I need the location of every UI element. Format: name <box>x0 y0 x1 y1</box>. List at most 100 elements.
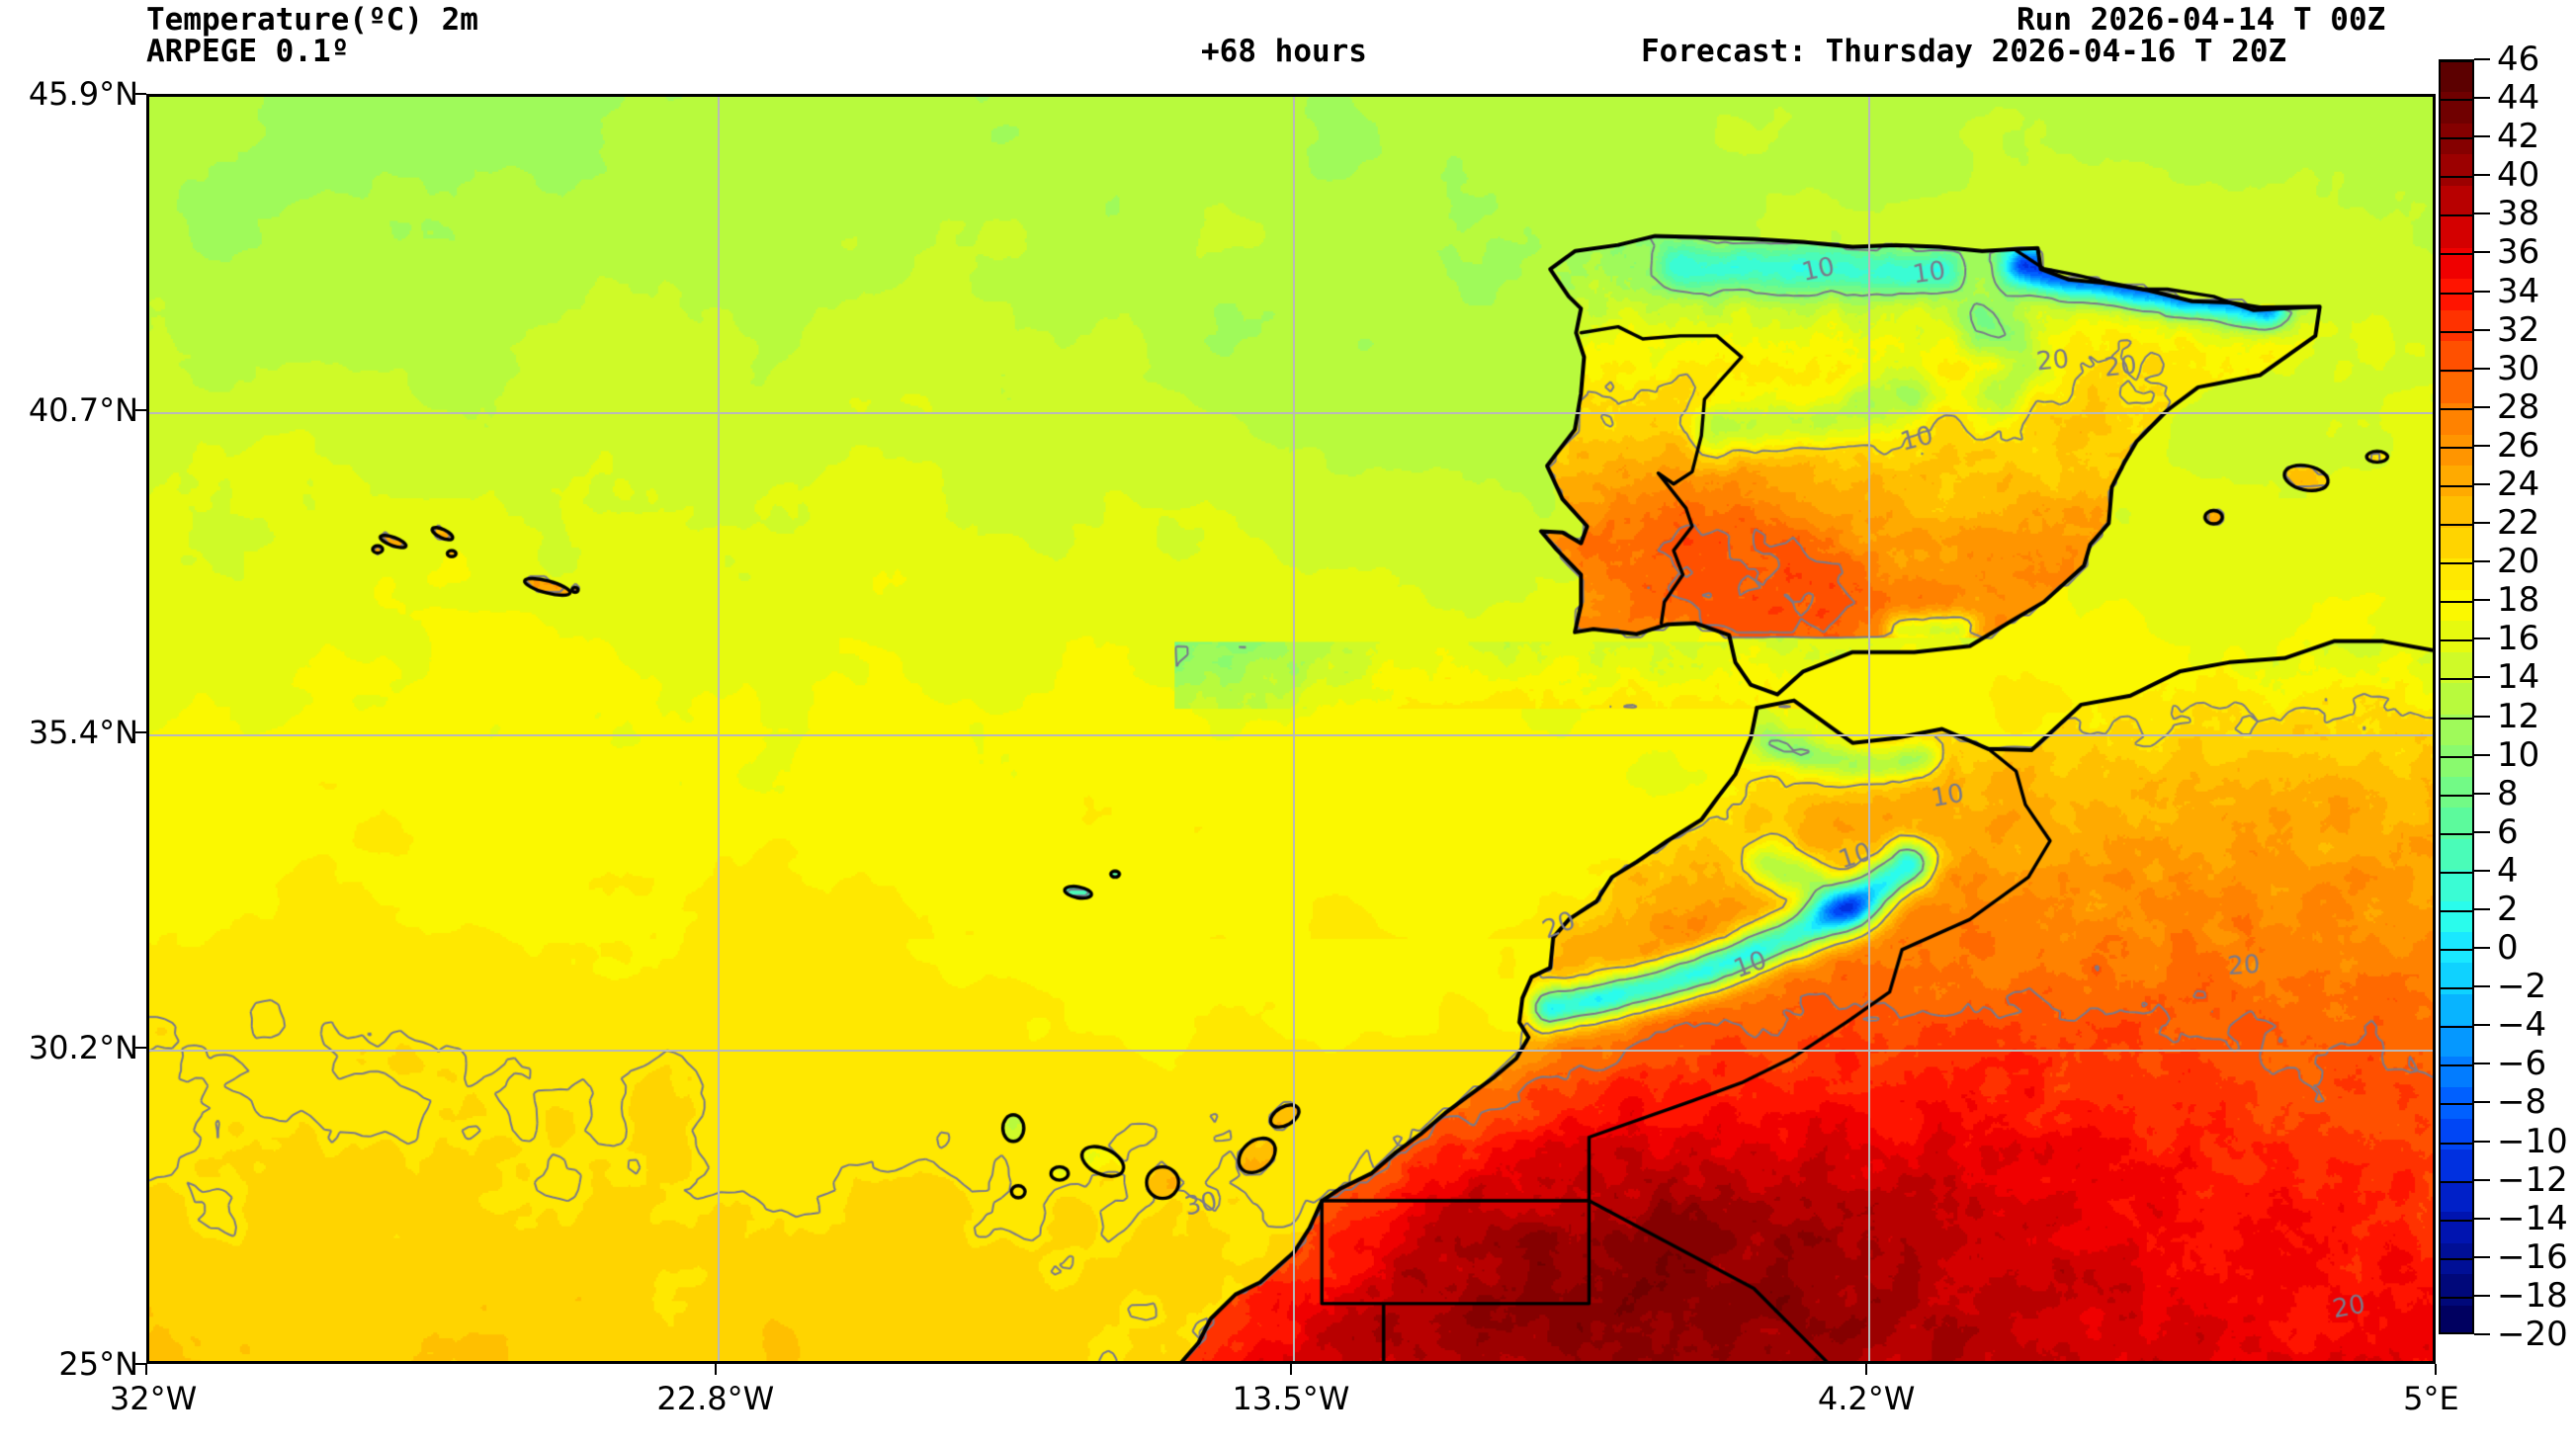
colorbar-tick <box>2474 1294 2490 1297</box>
colorbar-rule <box>2441 1257 2472 1260</box>
colorbar-tick-label: 32 <box>2497 309 2540 350</box>
colorbar-segment <box>2441 247 2472 280</box>
colorbar-tick <box>2474 483 2490 485</box>
x-axis-label: 5°E <box>2403 1380 2459 1417</box>
colorbar-tick-label: 30 <box>2497 348 2540 388</box>
colorbar-rule <box>2441 176 2472 179</box>
model-label: ARPEGE 0.1º <box>146 34 350 69</box>
y-axis-label: 30.2°N <box>28 1029 138 1067</box>
colorbar-tick <box>2474 599 2490 602</box>
colorbar-rule <box>2441 99 2472 102</box>
colorbar-tick <box>2474 792 2490 795</box>
colorbar-segment <box>2441 870 2472 902</box>
colorbar-segment <box>2441 931 2472 965</box>
colorbar-tick <box>2474 638 2490 640</box>
colorbar-tick-label: 24 <box>2497 465 2540 504</box>
y-axis-tick <box>135 730 146 733</box>
temperature-field-canvas <box>149 97 2433 1361</box>
colorbar-tick <box>2474 1255 2490 1258</box>
colorbar-segment <box>2441 527 2472 559</box>
colorbar-rule <box>2441 871 2472 874</box>
gridline-vertical <box>717 97 720 1361</box>
colorbar-segment <box>2441 993 2472 1026</box>
colorbar-rule <box>2441 253 2472 256</box>
colorbar-tick-label: 8 <box>2497 773 2519 813</box>
colorbar-tick <box>2474 405 2490 408</box>
colorbar-rule <box>2441 755 2472 758</box>
colorbar-tick-label: 44 <box>2497 78 2540 119</box>
colorbar-rule <box>2441 292 2472 295</box>
y-axis-tick <box>135 1363 146 1365</box>
gridline-vertical <box>1293 97 1295 1361</box>
map-plot-area[interactable] <box>146 94 2436 1364</box>
colorbar-segment <box>2441 838 2472 871</box>
colorbar-rule <box>2441 137 2472 140</box>
y-axis-tick <box>135 1047 146 1050</box>
colorbar-rule <box>2441 1064 2472 1067</box>
colorbar-segment <box>2441 279 2472 311</box>
colorbar-tick <box>2474 560 2490 563</box>
colorbar-tick <box>2474 367 2490 370</box>
colorbar-segment <box>2441 434 2472 467</box>
colorbar-tick <box>2474 1101 2490 1104</box>
colorbar-rule <box>2441 1103 2472 1106</box>
colorbar-tick-label: −18 <box>2497 1275 2568 1316</box>
colorbar-segment <box>2441 496 2472 529</box>
colorbar-tick <box>2474 290 2490 293</box>
colorbar-tick-label: 10 <box>2497 734 2540 775</box>
colorbar-rule <box>2441 910 2472 912</box>
colorbar-tick <box>2474 58 2490 60</box>
colorbar-tick <box>2474 328 2490 331</box>
x-axis-tick <box>1865 1364 1868 1375</box>
y-axis-label: 40.7°N <box>28 390 138 429</box>
colorbar-tick <box>2474 97 2490 100</box>
colorbar-tick-label: 36 <box>2497 232 2540 273</box>
colorbar-tick <box>2474 1178 2490 1181</box>
colorbar-tick-label: 4 <box>2497 850 2519 891</box>
colorbar-tick <box>2474 213 2490 215</box>
colorbar-segment <box>2441 589 2472 622</box>
x-axis-tick <box>2435 1364 2437 1375</box>
y-axis-tick <box>135 93 146 95</box>
colorbar-segment <box>2441 621 2472 653</box>
colorbar-rule <box>2441 601 2472 604</box>
gridline-horizontal <box>149 1050 2433 1053</box>
colorbar-tick-label: 26 <box>2497 425 2540 466</box>
colorbar-tick <box>2474 947 2490 950</box>
colorbar-segment <box>2441 963 2472 995</box>
colorbar-segment <box>2441 1118 2472 1150</box>
colorbar-tick <box>2474 1024 2490 1027</box>
colorbar-rule <box>2441 717 2472 720</box>
gridline-horizontal <box>149 733 2433 736</box>
colorbar-tick-label: 34 <box>2497 271 2540 311</box>
colorbar-segment <box>2441 61 2472 94</box>
colorbar-rule <box>2441 678 2472 681</box>
colorbar-rule <box>2441 1180 2472 1183</box>
colorbar-segment <box>2441 1149 2472 1182</box>
colorbar-segment <box>2441 1305 2472 1332</box>
colorbar-tick-label: 38 <box>2497 194 2540 234</box>
y-axis-label: 35.4°N <box>28 713 138 751</box>
colorbar-tick <box>2474 830 2490 833</box>
colorbar-tick-label: −4 <box>2497 1005 2547 1046</box>
colorbar-tick-label: 46 <box>2497 40 2540 79</box>
colorbar-rule <box>2441 524 2472 527</box>
colorbar-rule <box>2441 562 2472 565</box>
colorbar-segment <box>2441 466 2472 498</box>
colorbar-tick-label: 6 <box>2497 811 2519 852</box>
colorbar-tick <box>2474 522 2490 525</box>
colorbar-tick <box>2474 1063 2490 1065</box>
x-axis-tick <box>1290 1364 1292 1375</box>
colorbar-tick-label: −10 <box>2497 1121 2568 1161</box>
x-axis-label: 4.2°W <box>1817 1380 1916 1417</box>
colorbar-tick <box>2474 753 2490 756</box>
colorbar-segment <box>2441 92 2472 125</box>
colorbar <box>2439 59 2474 1334</box>
colorbar-gradient <box>2441 61 2472 1332</box>
colorbar-rule <box>2441 214 2472 217</box>
colorbar-segment <box>2441 1025 2472 1058</box>
y-axis-label: 25°N <box>58 1345 138 1383</box>
colorbar-tick-label: −16 <box>2497 1236 2568 1277</box>
colorbar-segment <box>2441 683 2472 716</box>
colorbar-segment <box>2441 900 2472 933</box>
